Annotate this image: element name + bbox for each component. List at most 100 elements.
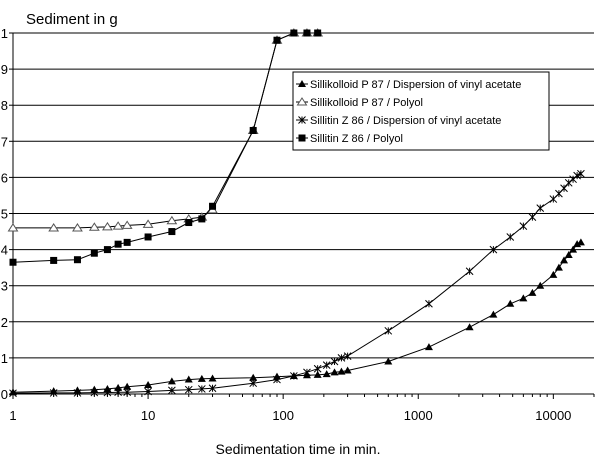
data-point	[197, 385, 206, 393]
data-point	[298, 134, 306, 142]
data-point	[90, 388, 99, 397]
data-point	[168, 386, 176, 395]
data-point	[9, 389, 17, 398]
data-point	[49, 389, 58, 397]
data-point	[114, 388, 122, 397]
data-point	[298, 116, 306, 124]
data-point	[343, 352, 352, 360]
data-point	[425, 299, 433, 308]
series-3	[9, 169, 585, 398]
series-line	[12, 173, 582, 394]
data-point	[184, 385, 193, 394]
data-point	[573, 240, 582, 248]
data-point	[573, 171, 581, 180]
y-tick-label: 5	[1, 207, 8, 222]
x-tick-labels: 1 10 100 1000 10000	[9, 408, 571, 423]
y-tick-labels: 0 1 2 3 4 5 6 7 8 9 1	[1, 26, 8, 402]
data-point	[528, 288, 537, 296]
data-point	[121, 220, 133, 229]
data-point	[198, 215, 206, 223]
data-point	[337, 354, 346, 362]
y-tick-label: 3	[1, 279, 8, 294]
data-point	[330, 357, 339, 366]
data-point	[88, 222, 100, 231]
data-point	[144, 387, 152, 396]
y-tick-label: 0	[1, 387, 8, 402]
data-point	[314, 29, 322, 37]
y-tick-label: 2	[1, 315, 8, 330]
data-point	[123, 382, 132, 390]
data-point	[273, 36, 281, 44]
data-point	[506, 233, 515, 241]
data-point	[184, 375, 193, 383]
data-point	[168, 228, 176, 236]
legend-label: Sillikolloid P 87 / Polyol	[310, 97, 423, 109]
data-point	[123, 388, 132, 397]
data-point	[577, 169, 585, 178]
data-point	[209, 202, 217, 210]
x-tick-label: 1	[9, 408, 16, 423]
series-line	[13, 32, 318, 229]
data-point	[90, 249, 98, 257]
data-series	[7, 28, 585, 398]
y-tick-label: 6	[1, 170, 8, 185]
data-point	[330, 368, 339, 376]
data-point	[73, 389, 82, 397]
x-tick-label: 100	[272, 408, 294, 423]
data-point	[249, 126, 257, 134]
data-point	[290, 29, 298, 37]
data-point	[519, 222, 528, 230]
data-point	[549, 270, 558, 278]
data-point	[322, 370, 331, 378]
data-point	[536, 204, 545, 212]
data-point	[465, 267, 474, 276]
data-point	[208, 374, 217, 382]
data-point	[249, 379, 258, 388]
data-point	[560, 184, 568, 193]
y-tick-label: 8	[1, 98, 8, 113]
data-point	[564, 178, 573, 187]
data-point	[506, 299, 515, 307]
data-point	[73, 256, 81, 264]
data-point	[298, 80, 306, 87]
data-point	[384, 357, 393, 365]
data-point	[112, 221, 124, 230]
y-tick-label: 1	[1, 26, 8, 41]
data-point	[114, 240, 122, 248]
y-tick-label: 1	[1, 351, 8, 366]
data-point	[322, 361, 331, 369]
y-tick-label: 7	[1, 134, 8, 149]
data-point	[123, 238, 131, 246]
legend-item: Sillitin Z 86 / Polyol	[296, 133, 403, 145]
data-point	[528, 213, 537, 221]
legend-label: Sillitin Z 86 / Dispersion of vinyl acet…	[310, 115, 501, 127]
data-point	[569, 245, 578, 253]
data-point	[554, 263, 563, 271]
data-point	[273, 375, 281, 384]
data-point	[296, 97, 308, 106]
data-point	[337, 367, 346, 375]
data-point	[72, 223, 83, 232]
data-point	[9, 258, 17, 266]
series-2	[7, 28, 324, 232]
data-point	[185, 219, 193, 227]
legend-label: Sillikolloid P 87 / Dispersion of vinyl …	[310, 79, 521, 91]
data-point	[560, 256, 569, 264]
data-point	[489, 245, 498, 254]
series-4	[9, 29, 322, 266]
legend-label: Sillitin Z 86 / Polyol	[310, 133, 403, 145]
data-point	[103, 246, 111, 254]
x-tick-label: 10000	[535, 408, 571, 423]
legend: Sillikolloid P 87 / Dispersion of vinyl …	[292, 71, 550, 151]
x-tick-label: 1000	[404, 408, 433, 423]
data-point	[102, 221, 113, 231]
data-point	[7, 223, 19, 232]
x-axis-title: Sedimentation time in min.	[216, 441, 381, 457]
legend-box	[292, 71, 550, 151]
data-point	[465, 323, 474, 331]
data-point	[144, 233, 152, 241]
data-point	[536, 281, 545, 289]
data-point	[142, 219, 154, 228]
data-point	[197, 374, 206, 382]
